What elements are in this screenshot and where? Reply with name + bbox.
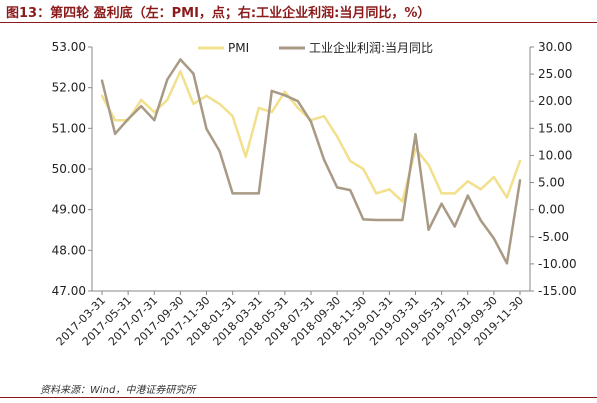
left-tick-label: 50.00: [52, 162, 86, 176]
series-1-point: [139, 98, 143, 102]
series-2-point: [348, 188, 352, 192]
left-tick-label: 53.00: [52, 40, 86, 54]
series-1-point: [492, 175, 496, 179]
left-tick-label: 48.00: [52, 243, 86, 257]
series-2-point: [296, 100, 300, 103]
series-1-point: [427, 163, 430, 167]
series-1-point: [414, 147, 417, 150]
series-2-point: [375, 218, 378, 222]
series-2-point: [192, 72, 195, 75]
series-2-point: [153, 119, 156, 122]
series-1-point: [388, 188, 391, 191]
right-tick-label: -5.00: [538, 230, 569, 244]
legend-label-1: PMI: [228, 41, 249, 55]
series-1-point: [166, 98, 169, 102]
chart-title: 图13：第四轮 盈利底（左：PMI，点；右:工业企业利润:当月同比，%）: [6, 6, 431, 21]
series-1-point: [505, 196, 509, 199]
series-1-point: [231, 114, 234, 118]
series-2-point: [388, 218, 391, 222]
series-1-point: [113, 119, 117, 122]
series-1-point: [466, 180, 469, 183]
series-2-point: [492, 237, 496, 240]
left-tick-label: 51.00: [52, 121, 86, 135]
bottom-divider: [0, 397, 597, 398]
series-2-point: [518, 179, 522, 182]
series-1-point: [100, 94, 104, 98]
series-2-point: [309, 120, 313, 124]
right-tick-label: -15.00: [538, 284, 577, 298]
series-1-point: [518, 159, 522, 163]
series-1-point: [244, 155, 247, 158]
series-2-point: [179, 58, 182, 61]
series-2-point: [126, 117, 130, 121]
series-2-point: [322, 158, 326, 161]
series-1-point: [192, 102, 195, 106]
series-2-point: [139, 104, 143, 108]
series-2-point: [427, 228, 430, 231]
series-1-point: [257, 106, 260, 110]
series-2-point: [335, 186, 339, 189]
legend-label-2: 工业企业利润:当月同比: [309, 40, 433, 55]
series-2-point: [466, 194, 469, 197]
series-1-point: [218, 102, 221, 106]
series-2-point: [401, 218, 404, 222]
series-2-point: [113, 132, 117, 135]
series-1-point: [440, 192, 443, 195]
left-tick-label: 49.00: [52, 203, 86, 217]
source-note: 资料来源：Wind，中港证券研究所: [40, 385, 196, 396]
series-2-point: [166, 78, 169, 81]
series-2-point: [270, 89, 274, 93]
right-tick-label: 25.00: [538, 67, 572, 81]
series-1-point: [283, 90, 287, 93]
series-2-point: [205, 127, 208, 131]
series-2-point: [218, 149, 221, 153]
series-2-point: [244, 192, 247, 195]
series-2-point: [257, 192, 260, 195]
right-tick-label: 20.00: [538, 94, 572, 108]
right-tick-label: 5.00: [538, 176, 565, 190]
right-tick-label: 15.00: [538, 121, 572, 135]
left-tick-label: 47.00: [52, 284, 86, 298]
series-1-point: [322, 114, 326, 118]
left-tick-label: 52.00: [52, 81, 86, 95]
series-2-point: [505, 262, 509, 265]
right-tick-label: 30.00: [538, 40, 572, 54]
series-1-point: [348, 159, 352, 163]
right-tick-label: 0.00: [538, 203, 565, 217]
series-1-point: [362, 167, 365, 171]
series-1-point: [205, 94, 208, 98]
series-1-point: [179, 70, 182, 73]
series-2-point: [453, 225, 456, 228]
series-line-2: [100, 58, 522, 265]
series-2-point: [440, 202, 443, 205]
series-2-point: [414, 133, 417, 136]
series-1-point: [335, 135, 339, 138]
series-1-point: [479, 188, 483, 191]
series-1-point: [453, 192, 456, 195]
series-1-point: [153, 110, 156, 114]
series-2-point: [231, 192, 234, 195]
series-1-point: [296, 106, 300, 110]
series-2-point: [479, 219, 483, 222]
series-2-point: [283, 94, 287, 97]
right-tick-label: -10.00: [538, 257, 577, 271]
series-1-point: [375, 192, 378, 195]
title-divider: [0, 22, 597, 23]
right-tick-label: 10.00: [538, 148, 572, 162]
series-1-point: [270, 110, 274, 114]
series-2-point: [100, 79, 104, 82]
series-1-point: [401, 200, 404, 203]
series-2-point: [362, 218, 365, 221]
